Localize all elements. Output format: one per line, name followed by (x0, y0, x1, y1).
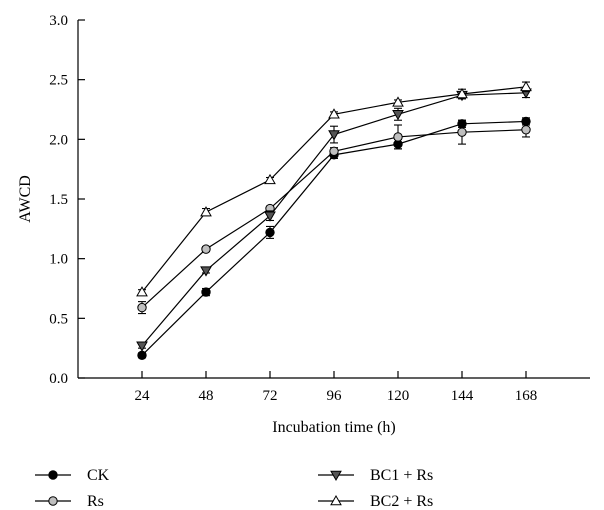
x-tick-label: 72 (263, 388, 278, 404)
legend-item: Rs (35, 493, 104, 510)
y-axis-title: AWCD (17, 175, 34, 223)
series-group (136, 80, 532, 297)
series-group (136, 87, 532, 352)
data-point (393, 132, 403, 142)
legend-marker (330, 494, 342, 506)
x-tick-label: 168 (515, 388, 538, 404)
y-tick-label: 1.0 (49, 252, 68, 268)
legend-item: BC2 + Rs (318, 493, 433, 510)
y-tick-label: 0.5 (49, 311, 68, 327)
x-tick-label: 24 (135, 388, 151, 404)
legend-marker (48, 470, 58, 480)
legend-label: BC1 + Rs (370, 467, 433, 484)
x-ticks: 24 48 72 96 120 144 168 (135, 371, 538, 404)
legend-marker (48, 496, 58, 506)
data-point (264, 173, 276, 185)
x-tick-label: 144 (451, 388, 474, 404)
data-point (137, 302, 147, 313)
data-point (200, 206, 212, 217)
data-point (201, 287, 211, 297)
data-point (328, 108, 340, 119)
y-ticks: 0.0 0.5 1.0 1.5 2.0 2.5 3.0 (49, 13, 85, 387)
x-tick-label: 96 (327, 388, 343, 404)
data-point (392, 110, 404, 121)
legend-label: CK (87, 467, 110, 484)
data-point (328, 130, 340, 141)
data-point (201, 244, 211, 254)
data-point (329, 146, 339, 156)
legend: CK Rs BC1 + Rs BC2 + Rs (35, 467, 433, 510)
data-point (264, 211, 276, 222)
legend-item: CK (35, 467, 110, 484)
x-axis-title: Incubation time (h) (272, 419, 396, 436)
y-tick-label: 0.0 (49, 371, 68, 387)
legend-label: Rs (87, 493, 104, 510)
legend-label: BC2 + Rs (370, 493, 433, 510)
data-point (136, 341, 148, 352)
x-tick-label: 48 (199, 388, 214, 404)
series-layer (136, 80, 532, 361)
y-tick-label: 3.0 (49, 13, 68, 29)
data-point (521, 125, 531, 135)
legend-marker (330, 470, 342, 482)
data-point (457, 127, 467, 137)
y-tick-label: 2.0 (49, 132, 68, 148)
series-group (137, 119, 531, 315)
data-point (137, 350, 147, 361)
axes (77, 20, 590, 379)
legend-item: BC1 + Rs (318, 467, 433, 484)
data-point (136, 286, 148, 297)
data-point (265, 227, 275, 238)
y-tick-label: 2.5 (49, 73, 68, 89)
x-tick-label: 120 (387, 388, 410, 404)
data-point (520, 80, 532, 92)
data-point (392, 96, 404, 107)
data-point (200, 266, 212, 277)
y-tick-label: 1.5 (49, 192, 68, 208)
data-point (456, 87, 468, 99)
